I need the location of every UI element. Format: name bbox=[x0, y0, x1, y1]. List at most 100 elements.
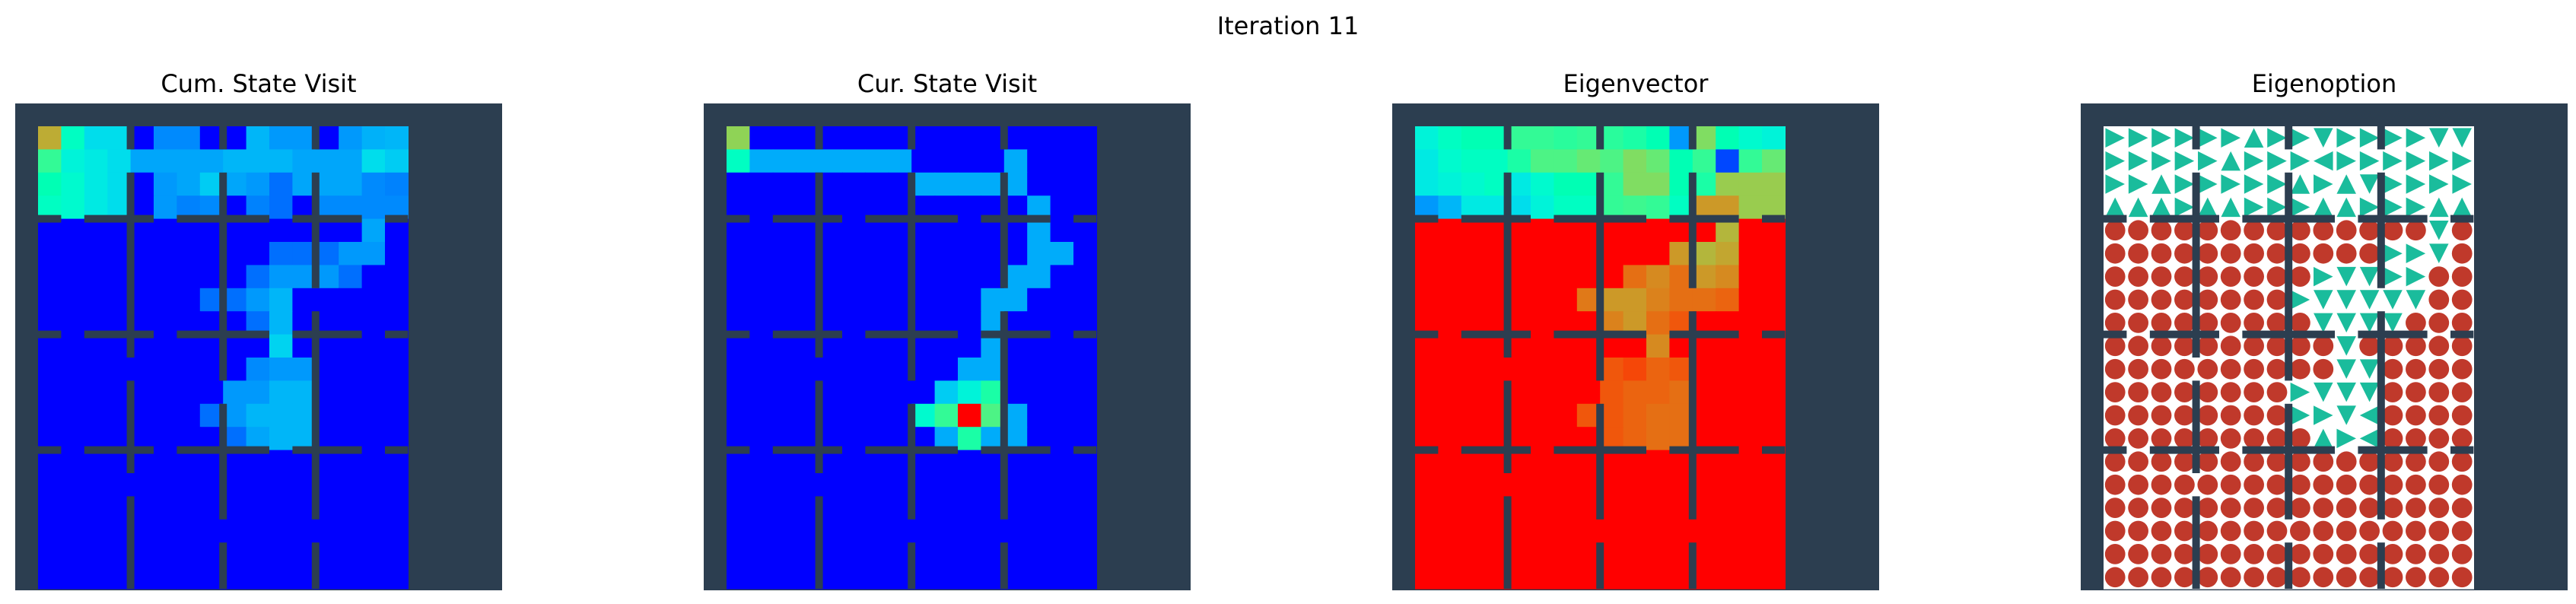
heatmap-cell bbox=[385, 265, 409, 289]
heatmap-cell bbox=[1738, 149, 1763, 173]
heatmap-cell bbox=[958, 403, 981, 428]
terminate-marker bbox=[2197, 220, 2218, 241]
heatmap-cell bbox=[1461, 265, 1485, 289]
arrow-down bbox=[2383, 290, 2403, 310]
heatmap-cell bbox=[84, 565, 108, 590]
heatmap-cell bbox=[727, 218, 750, 243]
heatmap-cell bbox=[1438, 450, 1462, 474]
wall-segment bbox=[865, 446, 958, 454]
wall-segment bbox=[2358, 215, 2428, 223]
heatmap-cell bbox=[1646, 218, 1670, 243]
heatmap-cell bbox=[1073, 242, 1097, 265]
heatmap-cell bbox=[1438, 218, 1462, 243]
heatmap-cell bbox=[61, 149, 85, 173]
heatmap-cell bbox=[154, 265, 177, 289]
terminate-marker bbox=[2266, 358, 2288, 380]
wall-segment bbox=[311, 542, 320, 589]
heatmap-cell bbox=[1738, 496, 1763, 520]
terminate-marker bbox=[2290, 313, 2310, 333]
heatmap-cell bbox=[1738, 334, 1763, 358]
heatmap-cell bbox=[865, 288, 889, 312]
heatmap-cell bbox=[1738, 126, 1763, 150]
heatmap-cell bbox=[315, 242, 339, 265]
terminate-marker bbox=[2197, 405, 2218, 426]
heatmap-cell bbox=[246, 473, 270, 497]
terminate-marker bbox=[2104, 220, 2126, 241]
arrow-right bbox=[2406, 266, 2426, 287]
heatmap-cell bbox=[958, 519, 981, 543]
heatmap-cell bbox=[1531, 450, 1554, 474]
arrow-down bbox=[2314, 382, 2333, 402]
heatmap-cell bbox=[958, 311, 981, 335]
arrow-up bbox=[2452, 197, 2472, 218]
heatmap-cell bbox=[1623, 149, 1647, 173]
wall-segment bbox=[1554, 215, 1646, 223]
heatmap-cell bbox=[819, 358, 843, 381]
heatmap-cell bbox=[842, 288, 866, 312]
heatmap-cell bbox=[749, 126, 774, 150]
heatmap-cell bbox=[1716, 265, 1740, 289]
heatmap-cell bbox=[1050, 358, 1074, 381]
heatmap-cell bbox=[1050, 265, 1074, 289]
heatmap-cell bbox=[1716, 496, 1740, 520]
heatmap-cell bbox=[1461, 334, 1485, 358]
heatmap-cell bbox=[865, 218, 889, 243]
terminate-marker bbox=[2220, 405, 2241, 426]
heatmap-cell bbox=[61, 172, 85, 196]
heatmap-cell bbox=[888, 519, 912, 543]
heatmap-cell bbox=[842, 265, 866, 289]
heatmap-cell bbox=[1738, 172, 1763, 196]
wall-segment bbox=[1762, 446, 1786, 454]
heatmap-cell bbox=[958, 196, 981, 220]
wall-segment bbox=[219, 126, 227, 150]
heatmap-cell bbox=[385, 542, 409, 567]
heatmap-cell bbox=[1073, 172, 1097, 196]
heatmap-cell bbox=[84, 126, 108, 150]
arrow-right bbox=[2383, 197, 2403, 218]
heatmap-cell bbox=[61, 218, 85, 243]
arrow-down bbox=[2359, 290, 2380, 310]
heatmap-cell bbox=[911, 519, 936, 543]
heatmap-cell bbox=[223, 542, 247, 567]
heatmap-cell bbox=[154, 450, 177, 474]
terminate-marker bbox=[2336, 451, 2357, 472]
heatmap-cell bbox=[1692, 542, 1716, 567]
heatmap-cell bbox=[1507, 334, 1531, 358]
wall-segment bbox=[1554, 446, 1646, 454]
terminate-marker bbox=[2151, 220, 2172, 241]
heatmap-cell bbox=[1461, 496, 1485, 520]
heatmap-cell bbox=[1554, 473, 1578, 497]
terminate-marker bbox=[2266, 382, 2288, 402]
heatmap-cell bbox=[1531, 288, 1554, 312]
heatmap-cell bbox=[61, 311, 85, 335]
heatmap-cell bbox=[1003, 450, 1028, 474]
heatmap-cell bbox=[865, 473, 889, 497]
terminate-marker bbox=[2290, 567, 2310, 588]
heatmap-cell bbox=[958, 218, 981, 243]
heatmap-cell bbox=[819, 172, 843, 196]
heatmap-cell bbox=[1692, 565, 1716, 590]
terminate-marker bbox=[2451, 451, 2473, 472]
heatmap-cell bbox=[1050, 172, 1074, 196]
cum-state-visit-heatmap bbox=[15, 103, 502, 590]
heatmap-cell bbox=[1716, 519, 1740, 543]
heatmap-cell bbox=[223, 450, 247, 474]
heatmap-cell bbox=[1554, 565, 1578, 590]
heatmap-cell bbox=[727, 126, 750, 150]
heatmap-cell bbox=[865, 358, 889, 381]
terminate-marker bbox=[2336, 520, 2357, 542]
heatmap-cell bbox=[154, 126, 177, 150]
heatmap-cell bbox=[772, 172, 797, 196]
heatmap-cell bbox=[865, 149, 889, 173]
terminate-marker bbox=[2451, 243, 2473, 264]
heatmap-cell bbox=[315, 218, 339, 243]
heatmap-cell bbox=[911, 380, 936, 405]
arrow-right bbox=[2290, 128, 2310, 148]
heatmap-cell bbox=[1600, 358, 1624, 381]
heatmap-cell bbox=[315, 473, 339, 497]
heatmap-cell bbox=[1027, 380, 1051, 405]
heatmap-cell bbox=[1623, 265, 1647, 289]
heatmap-cell bbox=[842, 519, 866, 543]
wall-segment bbox=[1503, 126, 1512, 150]
heatmap-cell bbox=[339, 380, 363, 405]
